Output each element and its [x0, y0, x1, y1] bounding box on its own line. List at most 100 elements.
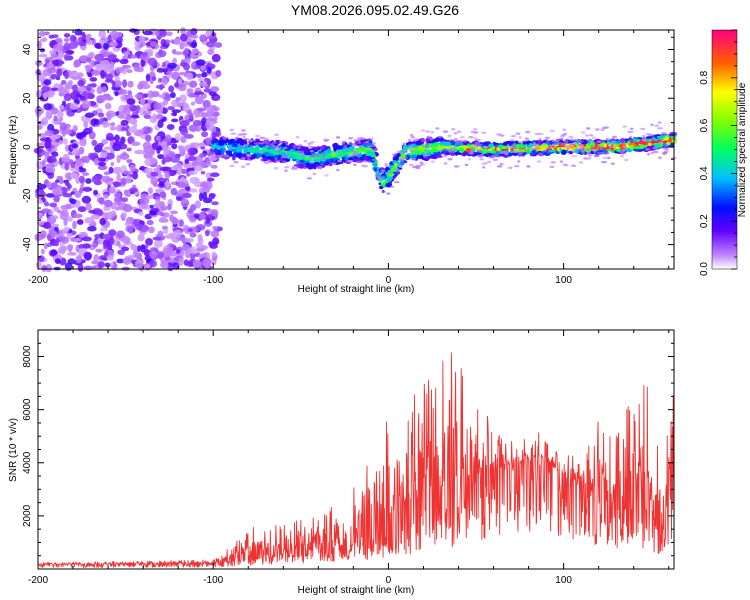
signal-halo-blob [439, 149, 443, 153]
noise-blob [210, 172, 220, 177]
noise-blob [43, 221, 52, 230]
signal-halo-blob [332, 152, 336, 155]
signal-halo-blob [217, 154, 224, 158]
signal-halo-blob [665, 144, 669, 147]
signal-blob [292, 144, 297, 149]
signal-blob [475, 152, 482, 155]
signal-halo-blob [240, 157, 246, 160]
signal-halo-blob [621, 149, 626, 152]
noise-blob [94, 42, 102, 49]
noise-blob [149, 157, 157, 165]
noise-blob [70, 191, 75, 195]
signal-blob [567, 140, 572, 143]
signal-blob [647, 142, 653, 146]
signal-blob [365, 153, 373, 157]
noise-blob [44, 151, 50, 159]
signal-halo-blob [359, 137, 365, 140]
signal-halo-blob [442, 130, 449, 133]
signal-blob [410, 154, 418, 158]
signal-halo-blob [611, 135, 618, 139]
signal-blob [615, 140, 621, 144]
noise-blob [42, 37, 48, 42]
noise-blob [145, 134, 152, 142]
signal-halo-blob [649, 138, 654, 141]
signal-blob [420, 137, 425, 143]
noise-blob [207, 48, 215, 56]
noise-blob [187, 92, 195, 98]
noise-blob [213, 106, 220, 112]
signal-halo-blob [586, 148, 591, 151]
noise-blob [116, 199, 122, 206]
noise-blob [213, 116, 218, 121]
noise-blob [145, 73, 150, 82]
signal-halo-blob [249, 139, 254, 143]
noise-blob [143, 145, 153, 154]
noise-blob [83, 265, 93, 271]
signal-halo-blob [476, 149, 483, 152]
noise-blob [186, 88, 194, 93]
signal-halo-blob [533, 143, 538, 146]
noise-blob [183, 62, 190, 71]
noise-blob [105, 152, 115, 160]
noise-blob [210, 38, 217, 43]
noise-blob [43, 242, 48, 250]
noise-blob [178, 83, 187, 92]
noise-blob [98, 197, 105, 205]
noise-blob [129, 28, 138, 33]
noise-blob [109, 41, 118, 47]
noise-blob [137, 233, 145, 242]
noise-blob [130, 244, 138, 251]
noise-blob [170, 210, 178, 215]
noise-blob [126, 147, 132, 152]
noise-blob [108, 186, 116, 193]
noise-blob [85, 64, 91, 73]
noise-blob [139, 97, 146, 105]
noise-blob [62, 138, 68, 145]
signal-halo-blob [513, 165, 520, 168]
signal-halo-blob [515, 132, 521, 135]
noise-blob [205, 172, 212, 179]
signal-blob [498, 153, 506, 157]
noise-blob [103, 194, 109, 199]
signal-blob [381, 176, 386, 180]
noise-blob [140, 59, 146, 67]
signal-halo-blob [370, 137, 374, 140]
signal-blob [520, 149, 526, 153]
signal-halo-blob [396, 150, 402, 154]
noise-blob [36, 183, 47, 190]
noise-blob [104, 96, 114, 101]
noise-blob [155, 135, 161, 141]
signal-blob [297, 164, 305, 169]
noise-blob [42, 116, 51, 121]
signal-blob [569, 144, 575, 149]
noise-blob [212, 225, 218, 230]
noise-blob [211, 201, 219, 206]
signal-halo-blob [286, 150, 291, 154]
signal-halo-blob [270, 145, 277, 148]
signal-halo-blob [447, 134, 452, 137]
noise-blob [64, 262, 73, 271]
signal-halo-blob [610, 162, 615, 165]
noise-blob [116, 173, 121, 182]
noise-blob [50, 87, 59, 92]
signal-halo-blob [593, 155, 600, 158]
noise-blob [51, 59, 60, 67]
signal-halo-blob [571, 149, 575, 153]
signal-halo-blob [514, 147, 520, 150]
signal-halo-blob [230, 132, 237, 135]
noise-blob [82, 90, 88, 96]
noise-blob [167, 203, 172, 211]
noise-blob [42, 92, 48, 100]
noise-blob [212, 237, 220, 246]
noise-blob [157, 230, 164, 236]
signal-halo-blob [343, 144, 347, 148]
signal-halo-blob [402, 142, 406, 145]
signal-blob [319, 160, 324, 165]
noise-blob [206, 66, 212, 74]
signal-blob [384, 180, 389, 184]
noise-blob [171, 99, 179, 108]
noise-blob [48, 34, 55, 39]
signal-halo-blob [323, 138, 327, 141]
snr-series-line [37, 352, 675, 568]
signal-halo-blob [559, 160, 564, 163]
